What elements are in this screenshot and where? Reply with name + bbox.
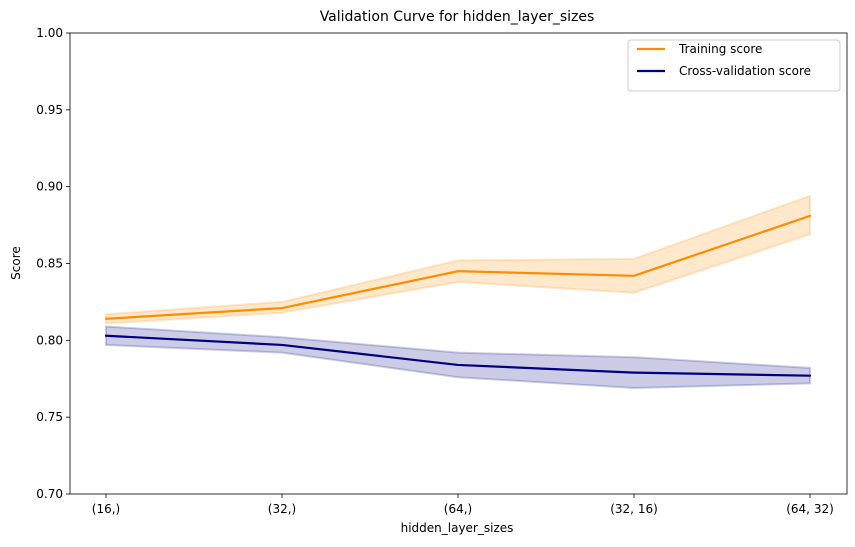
series-line-cv — [104, 334, 812, 377]
y-tick-label: 0.75 — [36, 410, 63, 424]
confidence-bands — [105, 194, 811, 389]
y-tick-label: 1.00 — [36, 26, 63, 40]
x-tick-label: (64, 32) — [786, 502, 834, 516]
chart-title: Validation Curve for hidden_layer_sizes — [320, 9, 595, 25]
band-cv — [105, 325, 811, 389]
x-axis-label: hidden_layer_sizes — [401, 521, 514, 535]
y-tick-label: 0.80 — [36, 333, 63, 347]
y-axis-label: Score — [9, 246, 23, 280]
x-tick-label: (32, 16) — [610, 502, 658, 516]
x-tick-label: (16,) — [92, 502, 120, 516]
series-line-training — [104, 214, 812, 320]
x-tick-label: (64,) — [444, 502, 472, 516]
y-tick-label: 0.95 — [36, 103, 63, 117]
legend: Training score Cross-validation score — [627, 39, 841, 92]
y-tick-label: 0.85 — [36, 257, 63, 271]
x-tick-label: (32,) — [268, 502, 296, 516]
x-axis: (16,) (32,) (64,) (32, 16) (64, 32) — [92, 494, 834, 516]
legend-label-training: Training score — [678, 42, 762, 56]
legend-label-cv: Cross-validation score — [679, 64, 811, 78]
legend-box — [627, 39, 841, 92]
band-training — [105, 194, 811, 325]
y-tick-label: 0.70 — [36, 487, 63, 501]
series-lines — [104, 214, 812, 377]
y-tick-label: 0.90 — [36, 180, 63, 194]
y-axis: 0.70 0.75 0.80 0.85 0.90 0.95 1.00 — [36, 26, 70, 501]
